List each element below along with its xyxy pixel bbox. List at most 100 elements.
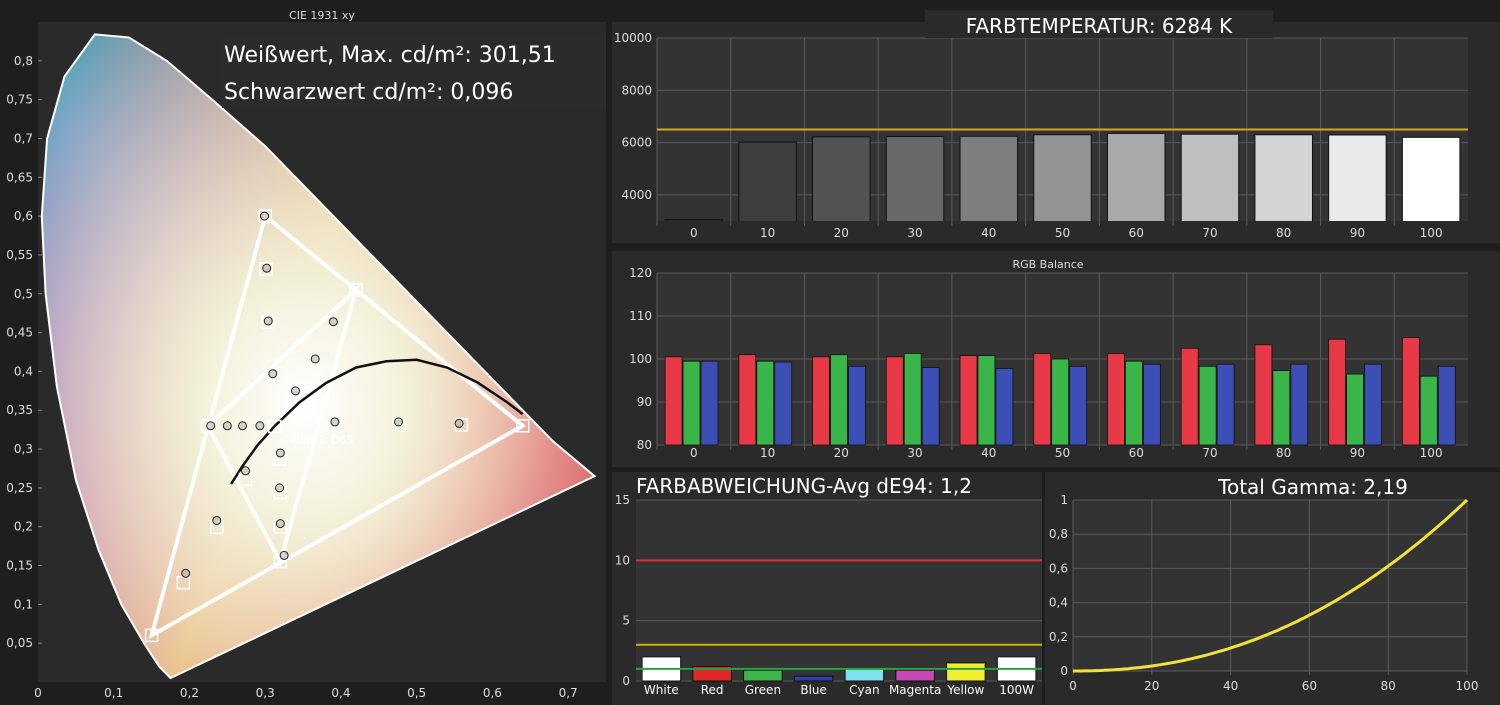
gamma-title: Total Gamma: 2,19 <box>1217 475 1408 499</box>
rgb-bar <box>774 361 793 446</box>
rgb-bar <box>1051 358 1070 446</box>
gamma-x-tick-label: 40 <box>1223 679 1238 693</box>
target-square <box>329 418 344 432</box>
rgb-bar <box>921 367 940 446</box>
de-x-tick-label: Blue <box>800 683 827 697</box>
measured-point <box>241 466 251 476</box>
rgb-x-tick-label: 90 <box>1350 446 1365 460</box>
cie-y-tick-label: 0,65 <box>6 170 33 184</box>
target-square <box>349 283 363 297</box>
rgb-bar <box>1142 363 1161 446</box>
target-square <box>273 485 288 500</box>
ct-y-tick-label: 4000 <box>621 188 652 202</box>
ct-bar <box>1328 134 1387 221</box>
cie-y-tick-label: 0,15 <box>6 559 33 573</box>
cie-y-tick-label: 0,5 <box>14 287 33 301</box>
de-reference-lines <box>636 559 1042 670</box>
ct-x-axis: 0 10 20 30 40 50 60 70 80 90 100 <box>690 226 1443 240</box>
cie-y-tick-label: 0,55 <box>6 248 33 262</box>
ct-x-tick-label: 0 <box>690 226 698 240</box>
ct-x-tick-label: 90 <box>1350 226 1365 240</box>
measured-point <box>259 211 269 221</box>
de-x-tick-label: White <box>644 683 679 697</box>
ct-bar <box>885 136 945 221</box>
measured-point <box>275 519 285 529</box>
gamma-y-tick-label: 0,8 <box>1049 527 1068 541</box>
cie-x-tick-label: 0,3 <box>256 686 275 700</box>
rgb-x-tick-label: 60 <box>1129 446 1144 460</box>
ct-bar <box>1180 133 1240 221</box>
cie-y-tick-label: 0,25 <box>6 481 33 495</box>
rgb-y-tick-label: 110 <box>629 309 652 323</box>
de-bars <box>641 656 1037 682</box>
de-y-tick-label: 5 <box>622 614 630 628</box>
gamma-y-tick-label: 0,2 <box>1049 630 1068 644</box>
gamma-x-tick-label: 100 <box>1456 679 1479 693</box>
de-y-axis: 0 5 10 15 <box>615 493 630 688</box>
cie-chart: CIE 1931 xy WEISS: D65 0 0,1 0,2 0,3 0,4 0,5 0… <box>6 9 606 700</box>
target-square <box>238 472 253 487</box>
gamma-y-tick-label: 1 <box>1060 493 1068 507</box>
rgb-x-tick-label: 100 <box>1420 446 1443 460</box>
measured-point <box>181 568 191 578</box>
gamma-x-tick-label: 80 <box>1381 679 1396 693</box>
ct-x-tick-label: 80 <box>1276 226 1291 240</box>
rgb-bar <box>1198 365 1217 446</box>
ct-x-tick-label: 20 <box>834 226 849 240</box>
rgb-bar <box>1328 338 1347 446</box>
target-square <box>209 520 224 535</box>
ct-bars <box>664 132 1461 221</box>
rgb-y-tick-label: 100 <box>629 352 652 366</box>
measured-point <box>328 317 338 327</box>
ct-bar <box>1401 136 1461 221</box>
de-bar <box>844 668 885 682</box>
rgb-bar <box>848 365 866 446</box>
de-x-tick-label: Yellow <box>946 683 984 697</box>
de-x-tick-label: Green <box>745 683 781 697</box>
rgb-bar <box>756 360 775 446</box>
rgb-x-tick-label: 0 <box>690 446 698 460</box>
measured-point <box>275 483 285 493</box>
delta-e-chart: FARBABWEICHUNG-Avg dE94: 1,2 0 5 10 15 Whit… <box>612 472 1042 705</box>
de-x-tick-label: Magenta <box>889 683 941 697</box>
planckian-locus <box>230 358 524 485</box>
rgb-bar <box>1254 344 1273 446</box>
ct-x-tick-label: 100 <box>1420 226 1443 240</box>
rgb-bar <box>1419 375 1438 446</box>
rgb-bar <box>738 354 757 446</box>
ct-x-tick-label: 50 <box>1055 226 1070 240</box>
cie-y-tick-label: 0,1 <box>14 597 33 611</box>
target-square <box>200 419 215 433</box>
measured-point <box>310 354 320 364</box>
ct-y-axis: 4000 6000 8000 10000 <box>614 31 652 202</box>
target-square <box>268 419 282 434</box>
rgb-bars <box>664 337 1456 446</box>
cie-y-tick-label: 0,4 <box>14 364 33 378</box>
gamma-curve <box>1073 498 1469 673</box>
rgb-bar <box>1069 365 1088 446</box>
rgb-y-tick-label: 120 <box>629 266 652 280</box>
ct-x-tick-label: 40 <box>981 226 996 240</box>
measured-point <box>290 386 300 396</box>
ct-x-tick-label: 10 <box>760 226 775 240</box>
ct-bar <box>738 141 797 221</box>
measured-point <box>262 263 272 273</box>
cie-x-tick-label: 0,4 <box>331 686 350 700</box>
cie-y-tick-label: 0,75 <box>6 93 33 107</box>
target-square <box>258 209 272 223</box>
de-y-tick-label: 10 <box>615 553 630 567</box>
ct-bar <box>812 136 871 221</box>
cie-x-tick-label: 0,1 <box>104 686 123 700</box>
ct-x-tick-label: 30 <box>907 226 922 240</box>
gamma-y-tick-label: 0,6 <box>1049 561 1068 575</box>
rgb-x-tick-label: 10 <box>760 446 775 460</box>
rgb-title: RGB Balance <box>1012 258 1083 271</box>
rgb-bar <box>1290 363 1309 446</box>
rgb-bar <box>1033 353 1052 446</box>
ct-x-tick-label: 60 <box>1129 226 1144 240</box>
ct-bar <box>664 219 724 221</box>
gamma-y-tick-label: 0 <box>1060 664 1068 678</box>
de-bar <box>743 669 783 682</box>
de-x-tick-label: Cyan <box>849 683 879 697</box>
measured-point <box>454 418 464 428</box>
